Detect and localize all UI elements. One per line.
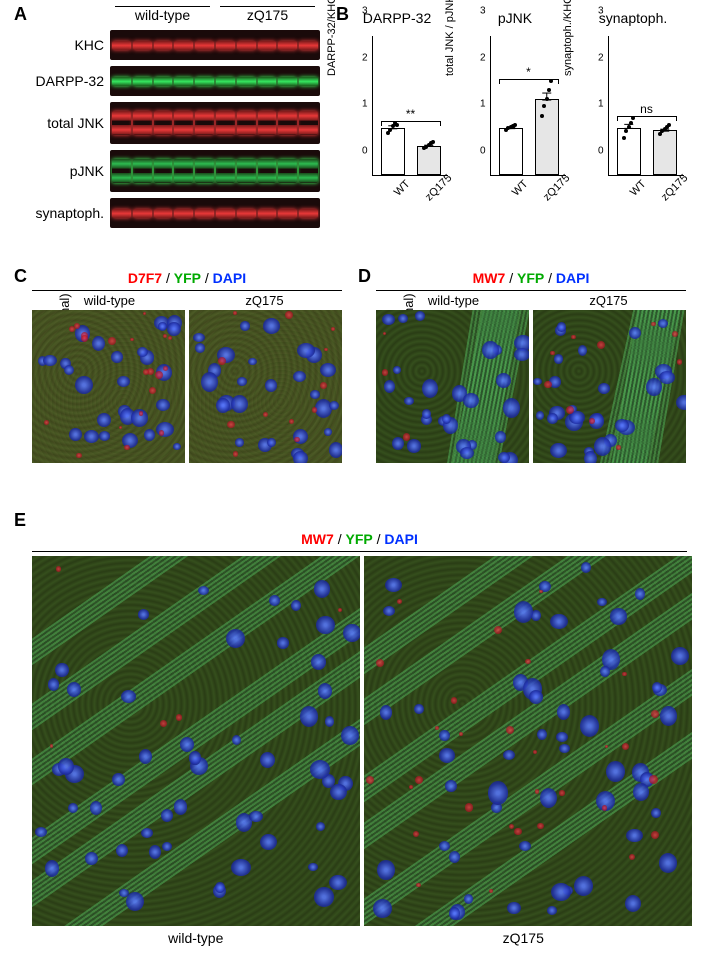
panel-d: MW7 / YFP / DAPIwild-typezQ175striatum (… bbox=[376, 270, 686, 463]
wb-label: DARPP-32 bbox=[14, 73, 110, 89]
wb-gel bbox=[110, 198, 320, 228]
chart-ylabel: total JNK / pJNK bbox=[444, 0, 456, 76]
panel-e-content: MW7 / YFP / DAPIstriatum (sagittal)wild-… bbox=[32, 531, 687, 946]
chart-title: DARPP-32 bbox=[340, 10, 454, 26]
micrograph bbox=[533, 310, 686, 463]
chart-ylabel: DARPP-32/KHC bbox=[326, 0, 338, 76]
significance-marker: ns bbox=[617, 102, 677, 121]
chart-title: pJNK bbox=[458, 10, 572, 26]
micrograph bbox=[32, 310, 185, 463]
micrograph bbox=[364, 556, 692, 926]
bar-WT bbox=[499, 128, 523, 175]
significance-marker: * bbox=[499, 65, 559, 84]
panel-letter-c: C bbox=[14, 266, 27, 287]
panel-a: wild-type zQ175 KHC DARPP-32 total JNK pJNK… bbox=[14, 6, 320, 228]
wb-gel bbox=[110, 66, 320, 96]
bar-zQ175 bbox=[535, 99, 559, 175]
wb-group-header: wild-type zQ175 bbox=[110, 6, 320, 24]
chart-ylabel: synaptoph./KHC bbox=[562, 0, 574, 76]
wb-gel bbox=[110, 150, 320, 192]
bar-charts: DARPP-32DARPP-32/KHC0123**WTzQ175pJNKtot… bbox=[340, 6, 690, 246]
stain-legend: MW7 / YFP / DAPI bbox=[376, 270, 686, 286]
micrograph bbox=[32, 556, 360, 926]
western-blot-rows: KHC DARPP-32 total JNK pJNK synaptoph. bbox=[14, 30, 320, 228]
micrograph bbox=[189, 310, 342, 463]
significance-marker: ** bbox=[381, 107, 441, 126]
panel-e: E MW7 / YFP / DAPIstriatum (sagittal)wil… bbox=[14, 510, 687, 946]
bar-zQ175 bbox=[417, 146, 441, 175]
wb-label: KHC bbox=[14, 37, 110, 53]
group-label-wt: wild-type bbox=[135, 7, 190, 24]
wb-label: pJNK bbox=[14, 163, 110, 179]
panel-c: D7F7 / YFP / DAPIwild-typezQ175striatum … bbox=[32, 270, 342, 463]
bar-WT bbox=[617, 128, 641, 175]
group-label-zq: zQ175 bbox=[247, 7, 288, 24]
chart-plot: * bbox=[490, 36, 566, 176]
panel-b: DARPP-32DARPP-32/KHC0123**WTzQ175pJNKtot… bbox=[340, 6, 690, 246]
chart-plot: ns bbox=[608, 36, 684, 176]
stain-legend: MW7 / YFP / DAPI bbox=[32, 531, 687, 547]
wb-gel bbox=[110, 102, 320, 144]
chart-plot: ** bbox=[372, 36, 448, 176]
wb-label: total JNK bbox=[14, 115, 110, 131]
panel-letter-d: D bbox=[358, 266, 371, 287]
bar-zQ175 bbox=[653, 130, 677, 175]
chart-title: synaptoph. bbox=[576, 10, 690, 26]
panel-letter-e: E bbox=[14, 510, 687, 531]
wb-label: synaptoph. bbox=[14, 205, 110, 221]
micrograph bbox=[376, 310, 529, 463]
wb-gel bbox=[110, 30, 320, 60]
panels-c-d-row: C D7F7 / YFP / DAPIwild-typezQ175striatu… bbox=[14, 270, 687, 492]
stain-legend: D7F7 / YFP / DAPI bbox=[32, 270, 342, 286]
bar-WT bbox=[381, 128, 405, 175]
